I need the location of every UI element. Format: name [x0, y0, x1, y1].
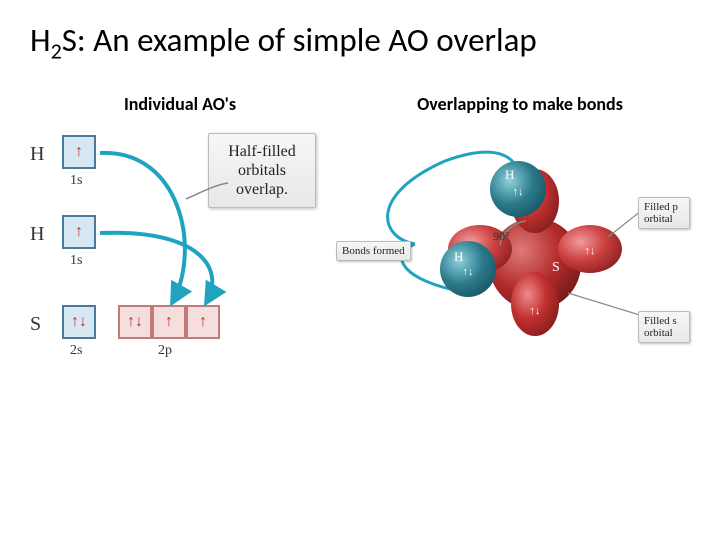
spin-p-right: ↑↓: [585, 245, 596, 257]
title-subscript: 2: [51, 38, 62, 65]
letter-h-top: H: [505, 167, 514, 182]
subtitle-right: Overlapping to make bonds: [350, 93, 690, 115]
left-diagram: H ↑ 1s H ↑ 1s S ↑↓ 2s ↑↓ ↑ ↑ 2p Half-fil…: [30, 129, 350, 429]
title-rest: S: An example of simple AO overlap: [62, 20, 537, 60]
label-filled-p: Filled p orbital: [638, 197, 690, 229]
label-ninety: 90°: [493, 229, 510, 244]
spin-h-left: ↑↓: [463, 266, 474, 278]
subtitle-left: Individual AO's: [30, 93, 330, 115]
spin-p-bottom: ↑↓: [530, 305, 541, 317]
overlap-arrows: [30, 129, 350, 389]
right-diagram: ↑↓ ↑↓ ↑↓ ↑↓ H H S Bonds formed 90° Fille…: [350, 129, 690, 409]
p-lobe-bottom: [511, 272, 559, 336]
label-filled-s: Filled s orbital: [638, 311, 690, 343]
letter-h-left: H: [454, 249, 463, 264]
pointer-s: [568, 293, 646, 317]
page-title: H2S: An example of simple AO overlap: [30, 20, 690, 65]
title-prefix: H: [30, 20, 51, 60]
label-bonds-formed: Bonds formed: [336, 241, 411, 261]
letter-s: S: [552, 260, 560, 275]
spin-h-top: ↑↓: [513, 186, 524, 198]
